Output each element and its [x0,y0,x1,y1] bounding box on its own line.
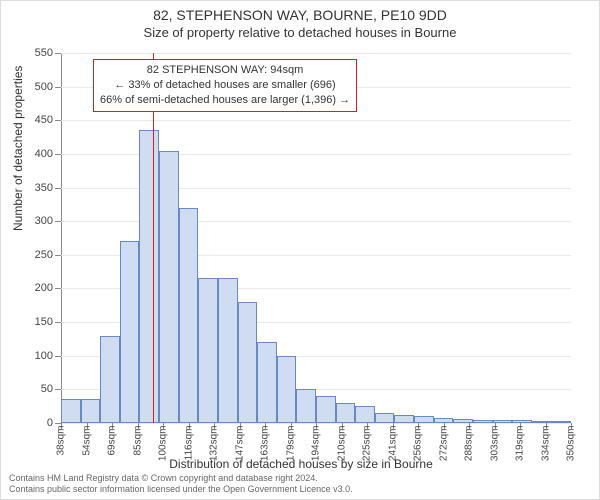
y-tick [55,356,61,357]
y-tick [55,53,61,54]
grid-line [61,154,571,155]
footer-line-2: Contains public sector information licen… [9,484,353,495]
y-tick-label: 150 [13,316,53,328]
y-tick-label: 400 [13,148,53,160]
histogram-bar [257,342,277,423]
histogram-bar [218,278,238,423]
x-tick-label: 272sqm [438,426,449,486]
y-tick [55,154,61,155]
y-tick-label: 300 [13,215,53,227]
y-tick-label: 250 [13,249,53,261]
histogram-bar [355,406,375,423]
subtitle: Size of property relative to detached ho… [1,25,599,40]
histogram-bar [296,389,316,423]
histogram-bar [81,399,101,423]
chart-container: 82, STEPHENSON WAY, BOURNE, PE10 9DD Siz… [0,0,600,500]
address-title: 82, STEPHENSON WAY, BOURNE, PE10 9DD [1,7,599,23]
histogram-bar [394,415,414,423]
histogram-bar [532,421,552,423]
y-tick-label: 50 [13,383,53,395]
histogram-bar [100,336,120,423]
x-tick-label: 303sqm [489,426,500,486]
grid-line [61,221,571,222]
x-tick-label: 334sqm [540,426,551,486]
info-line-3: 66% of semi-detached houses are larger (… [100,93,350,108]
grid-line [61,120,571,121]
histogram-bar [159,151,179,423]
y-tick [55,322,61,323]
y-tick [55,188,61,189]
histogram-bar [375,413,395,423]
histogram-bar [238,302,258,423]
histogram-bar [316,396,336,423]
histogram-bar [61,399,81,423]
y-tick [55,389,61,390]
y-tick [55,255,61,256]
histogram-bar [414,416,434,423]
histogram-bar [551,421,571,423]
x-tick-label: 319sqm [515,426,526,486]
histogram-bar [473,420,493,423]
x-tick-label: 350sqm [566,426,577,486]
y-tick-label: 100 [13,350,53,362]
y-tick-label: 550 [13,47,53,59]
y-tick-label: 200 [13,282,53,294]
histogram-bar [139,130,159,423]
y-tick-label: 450 [13,114,53,126]
info-line-1: 82 STEPHENSON WAY: 94sqm [100,63,350,78]
info-box: 82 STEPHENSON WAY: 94sqm← 33% of detache… [93,59,357,112]
x-tick-label: 256sqm [413,426,424,486]
histogram-bar [336,403,356,423]
y-tick [55,120,61,121]
plot-area: 05010015020025030035040045050055038sqm54… [61,53,571,423]
y-axis-line [61,53,62,423]
histogram-bar [512,420,532,423]
y-tick-label: 0 [13,417,53,429]
grid-line [61,188,571,189]
y-tick [55,221,61,222]
y-tick-label: 350 [13,182,53,194]
y-tick [55,288,61,289]
y-tick-label: 500 [13,81,53,93]
grid-line [61,53,571,54]
x-tick-label: 241sqm [387,426,398,486]
title-block: 82, STEPHENSON WAY, BOURNE, PE10 9DD Siz… [1,1,599,40]
footer-line-1: Contains HM Land Registry data © Crown c… [9,473,353,484]
histogram-bar [277,356,297,423]
histogram-bar [120,241,140,423]
info-line-2: ← 33% of detached houses are smaller (69… [100,78,350,93]
y-tick [55,87,61,88]
footer-credits: Contains HM Land Registry data © Crown c… [9,473,353,495]
x-tick-label: 225sqm [362,426,373,486]
histogram-bar [179,208,199,423]
x-axis-title: Distribution of detached houses by size … [1,457,600,471]
histogram-bar [198,278,218,423]
x-tick-label: 288sqm [464,426,475,486]
